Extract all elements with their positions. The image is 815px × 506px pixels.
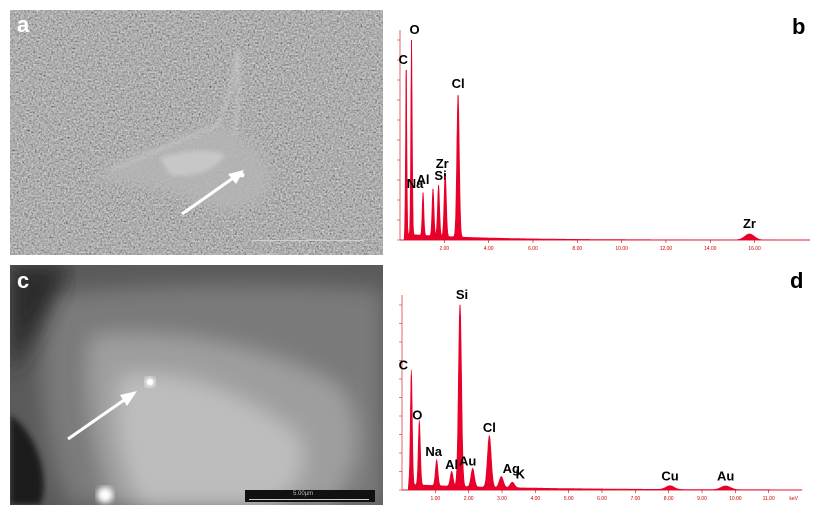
panel-label-c: c <box>17 268 30 293</box>
panel-label-b: b <box>792 14 806 39</box>
scale-bar-c-text: 5.00µm <box>293 491 314 497</box>
peak-label-na: Na <box>407 176 424 191</box>
x-tick-label: 8.00 <box>572 246 582 252</box>
arrow-c <box>67 391 137 441</box>
spectrum-curve <box>400 39 810 241</box>
x-tick-label: 5.00 <box>564 496 574 502</box>
x-tick-label: 6.00 <box>528 246 538 252</box>
peak-label-si: Si <box>456 287 468 302</box>
eds-spectrum-d: C O Na Al Si Au Cl Ag K Cu Au 1.00 2.00 3.00 4.00 5.00 6… <box>392 265 815 505</box>
scale-bar-a: 20.0µm <box>252 235 364 246</box>
peak-label-cl: Cl <box>483 420 496 435</box>
peak-label-zr: Zr <box>436 156 449 171</box>
x-tick-label: 4.00 <box>530 496 540 502</box>
peak-label-o: O <box>409 22 419 37</box>
panel-label-a: a <box>17 12 30 37</box>
scale-bar-c: 5.00µm <box>245 490 375 502</box>
x-tick-label: 12.00 <box>660 246 673 252</box>
peak-label-c: C <box>399 52 409 67</box>
peak-label-cl: Cl <box>452 76 465 91</box>
peak-label-al: Al <box>445 457 458 472</box>
eds-spectrum-b: C O Na Al Si Zr Cl Zr 2.00 4.00 6.00 8.00 10.00 12.00… <box>392 10 815 255</box>
x-tick-label: 1.00 <box>430 496 440 502</box>
arrow-a <box>181 170 244 216</box>
scale-bar-a-text: 20.0µm <box>290 235 311 241</box>
peak-label-ag: Ag <box>503 461 520 476</box>
peak-label-au: Au <box>717 468 734 483</box>
x-tick-label: 16.00 <box>748 246 761 252</box>
spectrum-curve <box>402 304 803 491</box>
peak-label-c: C <box>399 357 409 372</box>
x-tick-label: 2.00 <box>439 246 449 252</box>
x-tick-label: 9.00 <box>697 496 707 502</box>
peak-label-si: Si <box>434 168 446 183</box>
x-tick-label: 10.00 <box>729 496 742 502</box>
x-tick-label: 7.00 <box>630 496 640 502</box>
x-unit-label: keV <box>789 496 798 502</box>
x-tick-label: 11.00 <box>763 496 775 502</box>
peak-label-cu: Cu <box>661 468 678 483</box>
peak-label-al: Al <box>417 172 430 187</box>
x-tick-label: 6.00 <box>597 496 607 502</box>
x-tick-label: 8.00 <box>664 496 674 502</box>
x-tick-label: 14.00 <box>704 246 717 252</box>
x-tick-label: 4.00 <box>484 246 494 252</box>
x-tick-label: 10.00 <box>615 246 628 252</box>
sem-image-a <box>10 10 383 255</box>
x-tick-label: 3.00 <box>497 496 507 502</box>
peak-label-k: K <box>516 466 526 481</box>
peak-label-o: O <box>412 407 422 422</box>
x-tick-label: 2.00 <box>464 496 474 502</box>
sem-image-c <box>10 265 383 505</box>
peak-label-zr: Zr <box>743 216 756 231</box>
peak-label-na: Na <box>425 444 442 459</box>
panel-label-d: d <box>790 268 804 293</box>
peak-label-au: Au <box>459 454 476 469</box>
